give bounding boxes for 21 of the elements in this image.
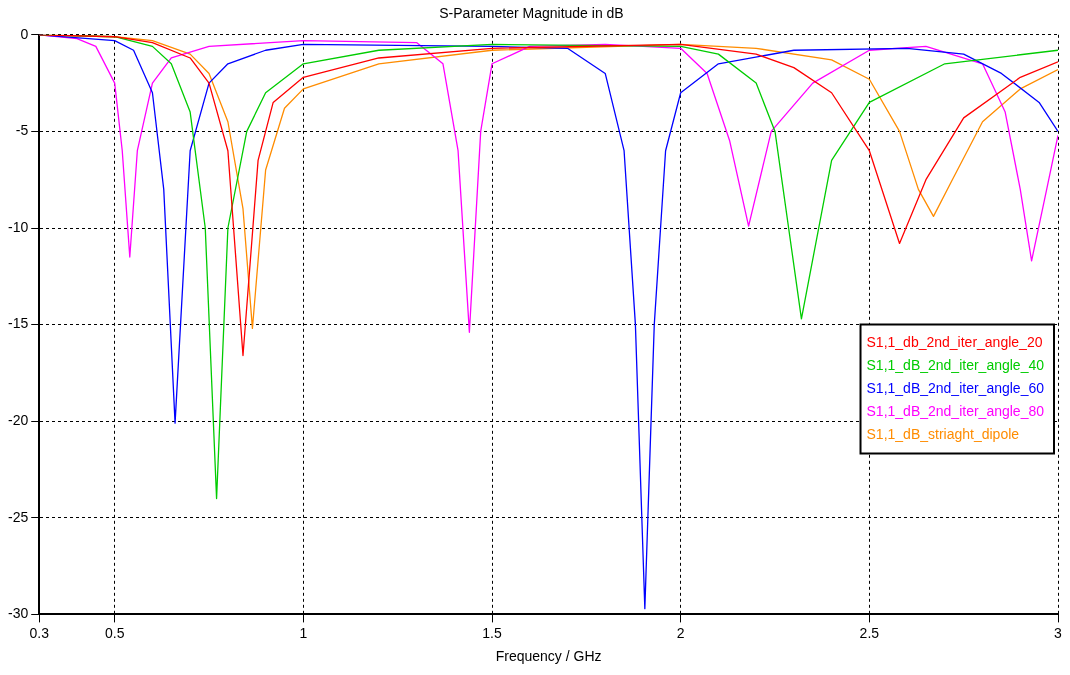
x-tick-label: 2.5 [859,624,880,641]
x-tick-label: 0.3 [29,624,50,641]
x-axis-title: Frequency / GHz [495,648,602,665]
y-tick-label: -20 [8,412,29,429]
text: S1,1_dB_2nd_iter_angle_60 [866,379,1045,396]
x-tick-label: 1.5 [482,624,502,641]
y-tick-label: -30 [8,605,29,622]
x-tick-label: 0.5 [104,624,125,641]
chart-title: S-Parameter Magnitude in dB [439,5,624,22]
text: S1,1_dB_2nd_iter_angle_80 [866,402,1045,419]
text: S1,1_dB_striaght_dipole [866,425,1020,442]
y-tick-label: -5 [15,122,29,139]
y-tick-label: 0 [20,25,29,42]
y-tick-label: -15 [8,315,29,332]
x-tick-label: 2 [676,624,685,641]
y-tick-label: -25 [8,508,29,525]
x-tick-label: 3 [1054,624,1063,641]
text: S1,1_dB_2nd_iter_angle_40 [866,356,1045,373]
x-tick-label: 1 [299,624,308,641]
y-tick-label: -10 [8,218,29,235]
text: S1,1_db_2nd_iter_angle_20 [866,333,1043,350]
